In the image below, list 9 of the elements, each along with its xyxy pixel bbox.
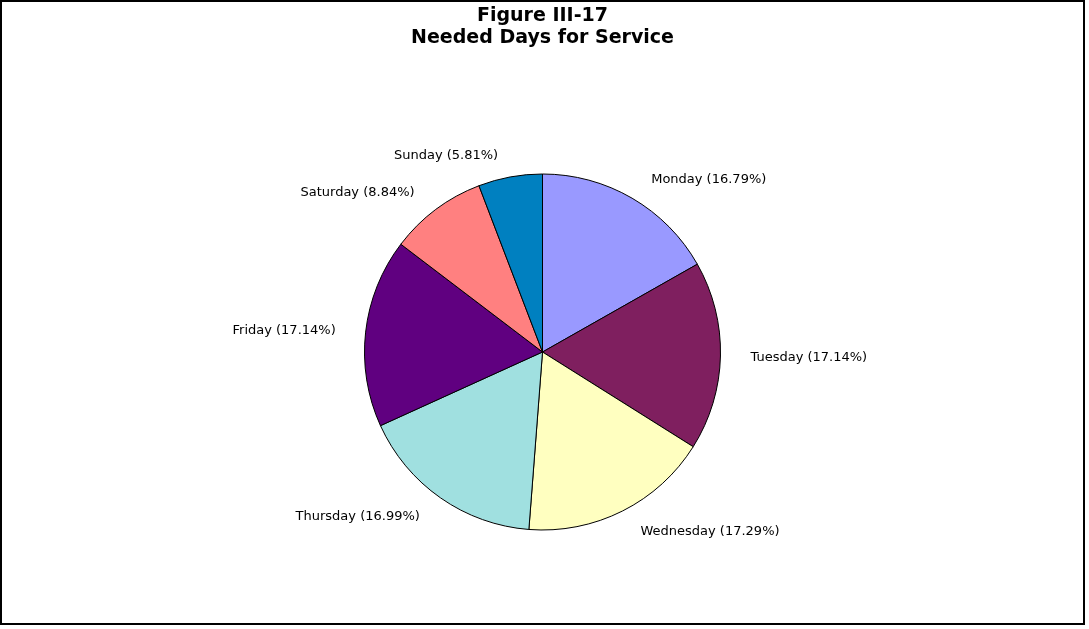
chart-subtitle: Needed Days for Service [411, 25, 674, 47]
slice-label: Saturday (8.84%) [300, 183, 415, 199]
chart-title: Figure III-17 [476, 3, 609, 25]
slice-label: Monday (16.79%) [651, 171, 767, 187]
slice-label: Wednesday (17.29%) [640, 522, 780, 538]
slice-label: Friday (17.14%) [232, 321, 336, 337]
slice-label: Thursday (16.99%) [294, 507, 420, 523]
slice-label: Tuesday (17.14%) [749, 348, 868, 364]
slice-label: Sunday (5.81%) [393, 147, 499, 163]
